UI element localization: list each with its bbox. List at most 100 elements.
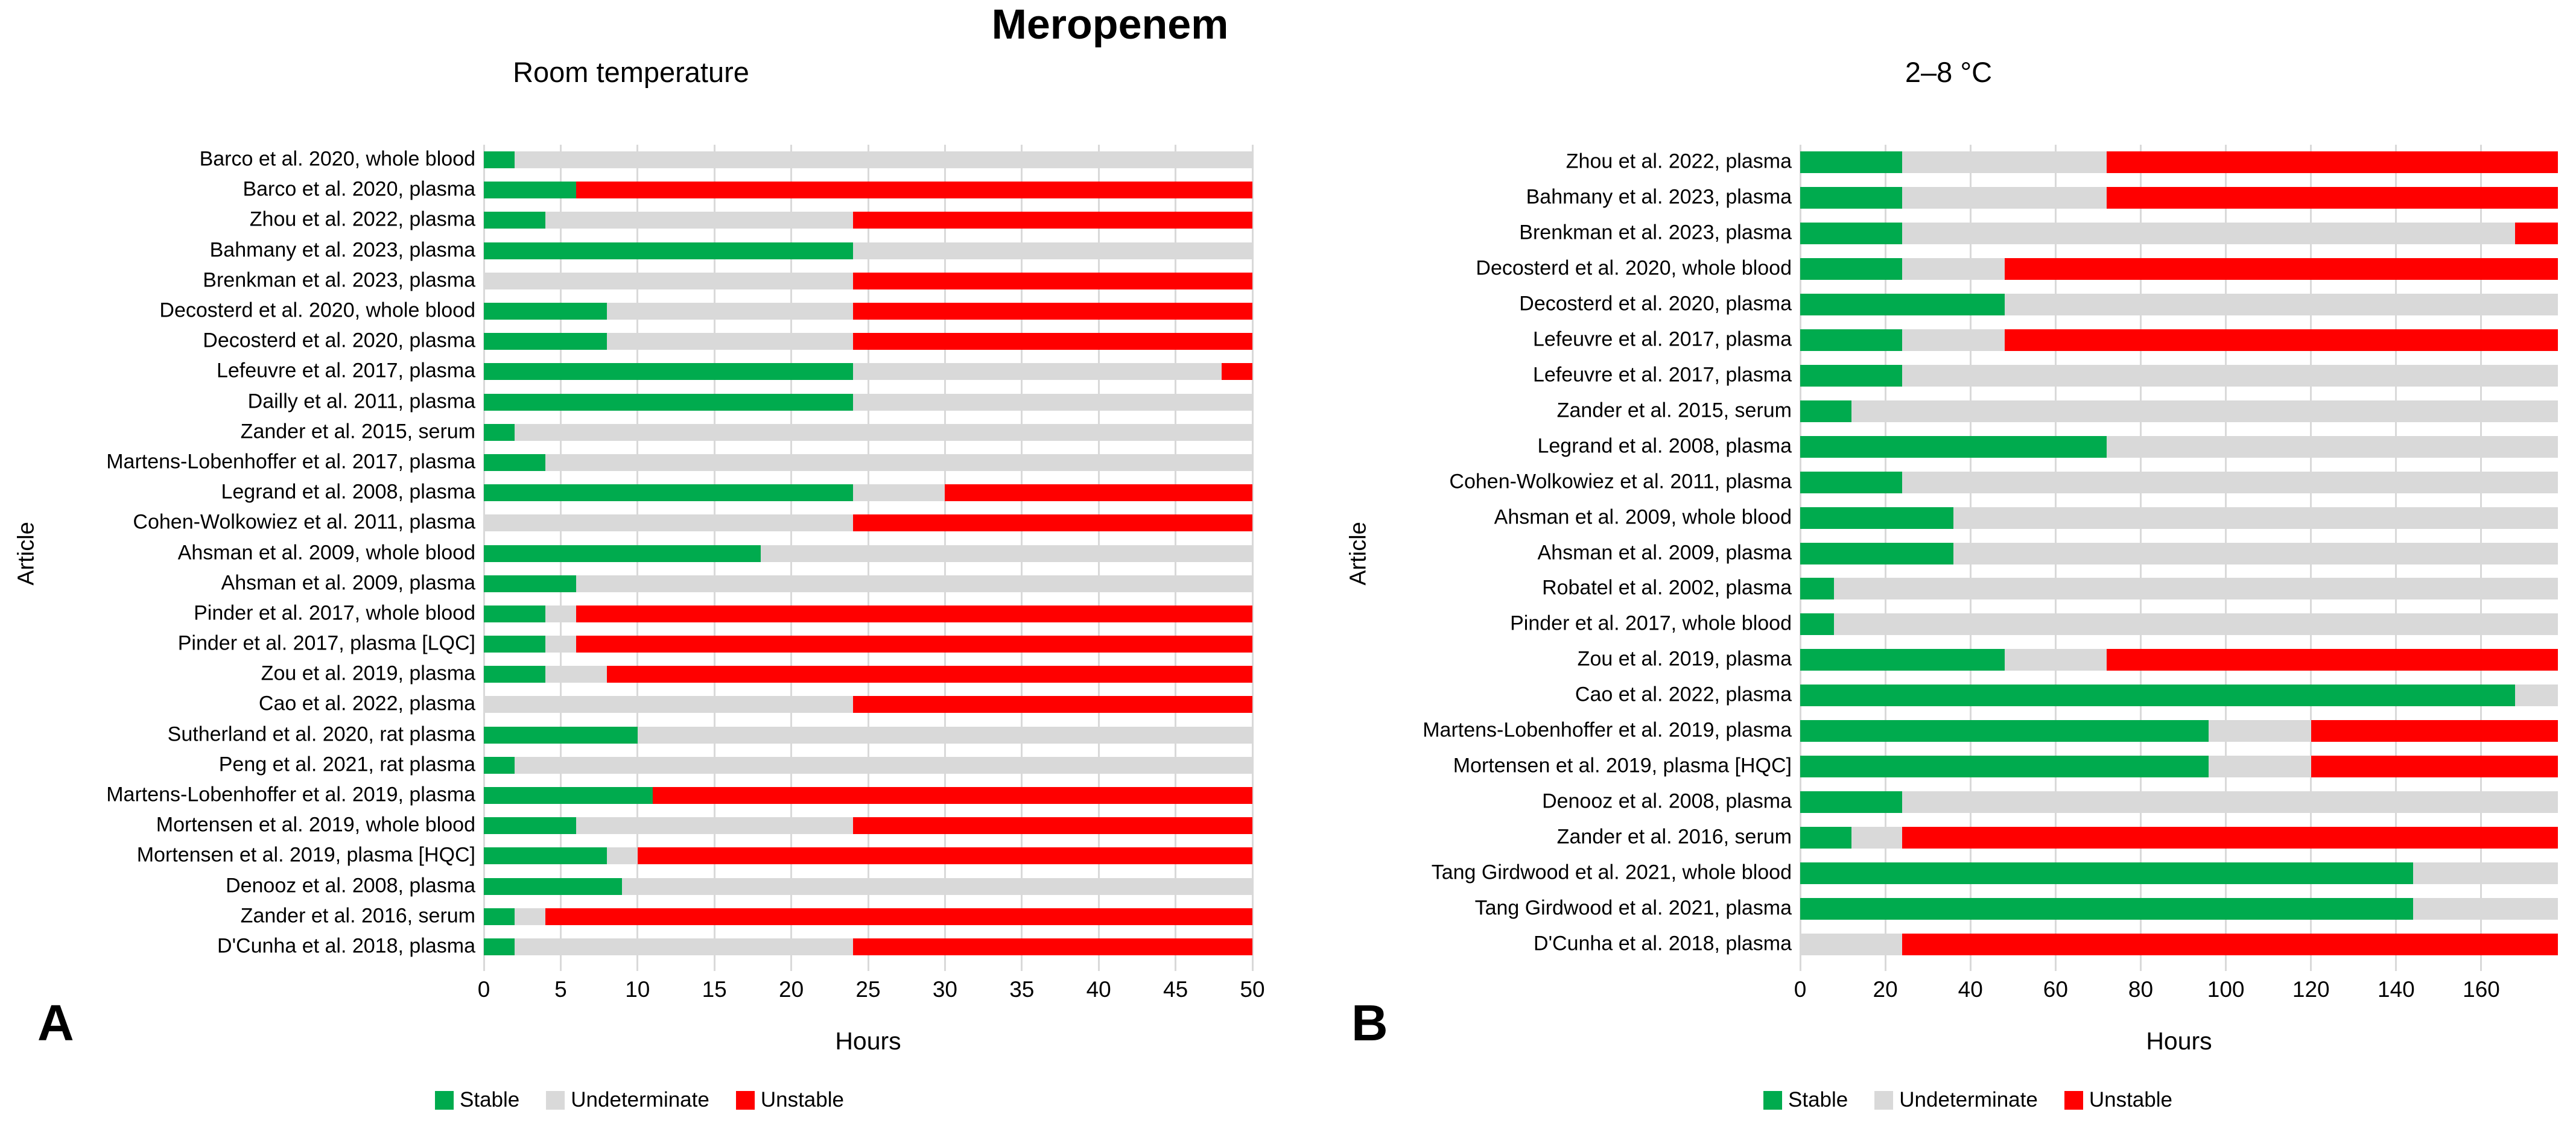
bar-segment-stable	[484, 908, 515, 925]
bar-segment-undeterminate	[2209, 755, 2311, 777]
bar-segment-stable	[484, 212, 545, 229]
bar-segment-stable	[1800, 755, 2209, 777]
tick-mark	[2139, 962, 2142, 971]
bar-segment-stable	[1800, 223, 1903, 245]
tick-mark	[1884, 962, 1886, 971]
bar-segment-undeterminate	[852, 484, 945, 502]
tick-label: 25	[855, 977, 881, 1002]
bar-segment-undeterminate	[2413, 862, 2558, 884]
bar-segment-undeterminate	[545, 636, 576, 653]
bar-segment-undeterminate	[576, 817, 853, 835]
tick-mark	[1021, 962, 1023, 971]
bar-segment-stable	[1800, 542, 1954, 564]
bar-segment-unstable	[852, 514, 1252, 532]
y-axis-title: Article	[1345, 521, 1371, 586]
category-label: Pinder et al. 2017, plasma [LQC]	[177, 631, 475, 655]
category-label: Denooz et al. 2008, plasma	[226, 874, 475, 897]
bar-segment-stable	[484, 726, 638, 744]
tick-label: 60	[2043, 977, 2068, 1002]
bar-segment-undeterminate	[637, 726, 1252, 744]
bar-segment-undeterminate	[545, 605, 576, 622]
bar-segment-unstable	[576, 605, 1252, 622]
bar-segment-undeterminate	[514, 908, 545, 925]
tick-mark	[559, 962, 562, 971]
tick-mark	[1097, 962, 1100, 971]
bar-segment-undeterminate	[2107, 435, 2558, 458]
bar-segment-undeterminate	[545, 454, 1252, 471]
tick-label: 120	[2292, 977, 2330, 1002]
category-label: Mortensen et al. 2019, plasma [HQC]	[136, 844, 475, 867]
category-label: Lefeuvre et al. 2017, plasma	[216, 359, 475, 383]
tick-mark	[790, 962, 793, 971]
bar-segment-unstable	[852, 303, 1252, 320]
bar-segment-undeterminate	[760, 545, 1252, 562]
bar-segment-undeterminate	[1902, 364, 2558, 387]
bar-segment-stable	[484, 423, 515, 441]
bar-segment-stable	[484, 666, 545, 683]
category-label: Lefeuvre et al. 2017, plasma	[1532, 327, 1792, 351]
bar-segment-unstable	[653, 786, 1252, 804]
bar-segment-stable	[1800, 364, 1903, 387]
bar-segment-stable	[484, 333, 607, 350]
legend-swatch-unstable	[735, 1090, 755, 1110]
bar-segment-unstable	[1902, 826, 2558, 849]
bar-segment-stable	[484, 817, 576, 835]
category-label: Tang Girdwood et al. 2021, whole blood	[1431, 861, 1792, 884]
category-label: Barco et al. 2020, whole blood	[199, 147, 475, 171]
tick-label: 5	[554, 977, 567, 1002]
bar-segment-stable	[484, 575, 576, 592]
bar-segment-unstable	[576, 182, 1252, 199]
tick-mark	[1969, 962, 1972, 971]
legend-item-stable: Stable	[435, 1088, 519, 1112]
bar-segment-unstable	[576, 636, 1252, 653]
category-label: Mortensen et al. 2019, plasma [HQC]	[1453, 754, 1792, 777]
bar-segment-stable	[1800, 435, 2107, 458]
bar-segment-undeterminate	[2413, 897, 2558, 920]
legend-swatch-undeterminate	[546, 1090, 565, 1110]
legend-label: Stable	[460, 1088, 520, 1111]
figure-title: Meropenem	[991, 1, 1229, 48]
category-label: Decosterd et al. 2020, plasma	[203, 329, 475, 352]
tick-mark	[2310, 962, 2312, 971]
bar-segment-unstable	[2107, 187, 2558, 209]
category-label: Ahsman et al. 2009, whole blood	[1494, 505, 1792, 529]
tick-label: 80	[2128, 977, 2154, 1002]
bar-segment-undeterminate	[2515, 685, 2558, 707]
bar-segment-unstable	[2004, 329, 2558, 352]
category-label: Sutherland et al. 2020, rat plasma	[167, 723, 475, 746]
category-label: Robatel et al. 2002, plasma	[1542, 577, 1792, 600]
legend-swatch-stable	[1763, 1090, 1783, 1110]
bar-segment-undeterminate	[1953, 507, 2558, 529]
category-label: Zander et al. 2015, serum	[1556, 399, 1792, 422]
bar-segment-stable	[484, 877, 623, 895]
bar-segment-stable	[484, 151, 515, 169]
category-label: Cohen-Wolkowiez et al. 2011, plasma	[1449, 470, 1792, 493]
bar-segment-stable	[1800, 187, 1903, 209]
category-label: Cohen-Wolkowiez et al. 2011, plasma	[133, 511, 475, 534]
bar-segment-stable	[484, 242, 853, 259]
bar-segment-stable	[1800, 791, 1903, 813]
bar-segment-undeterminate	[545, 666, 607, 683]
bar-segment-undeterminate	[606, 847, 638, 865]
bar-segment-stable	[1800, 649, 2005, 671]
tick-mark	[944, 962, 946, 971]
bar-segment-undeterminate	[1902, 791, 2558, 813]
tick-mark	[867, 962, 869, 971]
bar-segment-undeterminate	[1800, 933, 1903, 955]
panel-title: Room temperature	[513, 56, 749, 88]
bar-segment-stable	[1800, 613, 1835, 636]
legend-item-unstable: Unstable	[735, 1088, 844, 1112]
tick-mark	[636, 962, 639, 971]
bar-segment-stable	[484, 303, 607, 320]
category-label: Pinder et al. 2017, whole blood	[194, 601, 475, 625]
bar-segment-stable	[484, 847, 607, 865]
category-label: Cao et al. 2022, plasma	[1575, 683, 1792, 706]
bar-segment-unstable	[852, 212, 1252, 229]
category-label: Peng et al. 2021, rat plasma	[218, 753, 475, 776]
category-label: Ahsman et al. 2009, plasma	[1537, 541, 1792, 564]
bar-segment-unstable	[2311, 720, 2558, 742]
tick-mark	[2225, 962, 2227, 971]
bar-segment-undeterminate	[1953, 542, 2558, 564]
category-label: Bahmany et al. 2023, plasma	[1526, 186, 1792, 209]
